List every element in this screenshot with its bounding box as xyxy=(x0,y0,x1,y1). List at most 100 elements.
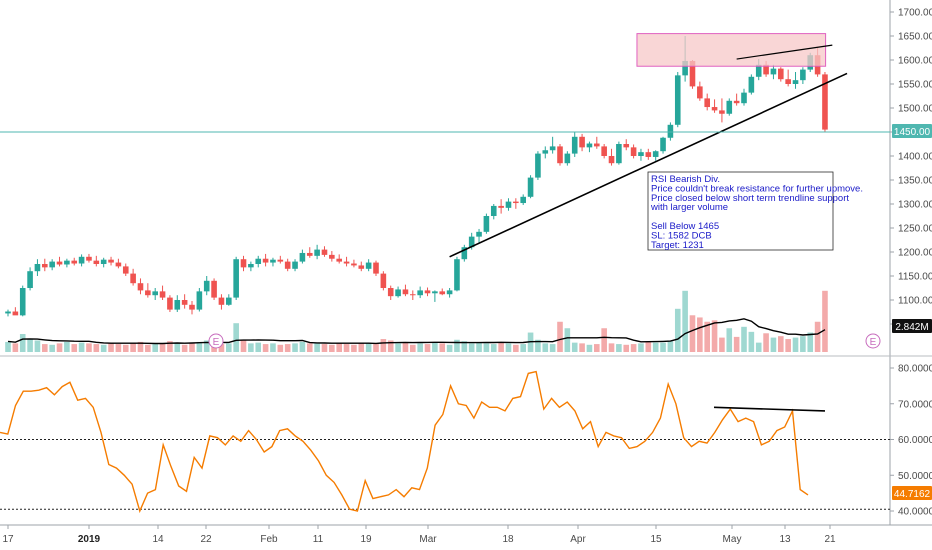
volume-bar xyxy=(571,342,578,352)
resistance-zone[interactable] xyxy=(636,33,827,67)
candle-body xyxy=(697,86,703,99)
candle-body xyxy=(336,258,342,262)
annotation-line: Price couldn't break resistance for furt… xyxy=(651,183,863,194)
volume-bar xyxy=(417,343,423,352)
x-tick-label: 22 xyxy=(200,534,212,545)
volume-bar xyxy=(395,343,401,352)
x-tick-label: Apr xyxy=(570,534,586,545)
volume-bar xyxy=(336,343,342,352)
volume-bar xyxy=(608,343,615,352)
x-tick-label: 11 xyxy=(313,534,324,545)
candle-body xyxy=(527,177,534,197)
candle-body xyxy=(630,147,637,156)
volume-bar xyxy=(520,344,526,352)
volume-bar xyxy=(778,336,784,352)
x-tick-label: 2019 xyxy=(78,534,101,545)
volume-bar xyxy=(12,343,19,352)
candle-body xyxy=(476,231,482,237)
volume-bar xyxy=(461,341,468,352)
price-tick-label: 1200.00 xyxy=(898,248,932,259)
support-trendline[interactable] xyxy=(449,72,848,258)
annotation-line: Target: 1231 xyxy=(651,240,704,251)
volume-bar xyxy=(689,315,696,352)
annotation-line: with larger volume xyxy=(650,202,728,213)
volume-bar xyxy=(64,341,70,352)
candle-body xyxy=(520,196,526,204)
price-line-label: 1450.00 xyxy=(894,127,931,138)
price-last-tag: 1450.00 xyxy=(892,124,932,138)
candle-body xyxy=(660,137,666,152)
volume-bar xyxy=(255,342,262,352)
annotation-box[interactable]: RSI Bearish Div.Price couldn't break res… xyxy=(647,171,863,251)
candle-body xyxy=(64,260,70,265)
candle-body xyxy=(277,259,284,262)
rsi-tick-label: 50.0000 xyxy=(898,471,932,482)
annotation-line: Price closed below short term trendline … xyxy=(651,193,849,204)
candle-body xyxy=(535,153,541,178)
volume-bar xyxy=(226,343,232,352)
rsi-divergence-line[interactable] xyxy=(713,406,826,412)
volume-bar xyxy=(137,341,144,352)
candle-body xyxy=(351,263,357,266)
candle-body xyxy=(321,249,328,255)
volume-bar xyxy=(19,334,26,352)
volume-bar xyxy=(424,344,431,352)
x-tick-label: Mar xyxy=(419,534,437,545)
candle-body xyxy=(733,100,740,104)
candle-body xyxy=(770,68,777,75)
candle-body xyxy=(800,69,806,81)
volume-bar xyxy=(240,339,247,352)
volume-bar xyxy=(542,343,549,352)
volume-bar xyxy=(468,343,475,352)
volume-bar xyxy=(785,339,791,352)
volume-bar xyxy=(711,320,718,352)
volume-bar xyxy=(277,344,284,352)
earnings-marker[interactable]: E xyxy=(865,333,881,349)
resistance-trendline[interactable] xyxy=(736,44,833,60)
volume-bar xyxy=(358,343,365,352)
volume-bar xyxy=(741,326,747,352)
volume-bar xyxy=(549,344,556,352)
volume-bar xyxy=(814,321,821,352)
candle-body xyxy=(137,283,144,291)
candle-body xyxy=(365,262,372,269)
volume-bar xyxy=(446,344,453,352)
volume-bar xyxy=(373,344,379,352)
x-tick-label: Feb xyxy=(260,534,278,545)
volume-bar xyxy=(284,344,291,352)
volume-bar xyxy=(402,342,409,352)
candle-body xyxy=(78,256,85,264)
candle-body xyxy=(719,110,725,114)
annotation-line: RSI Bearish Div. xyxy=(651,174,720,185)
candle-body xyxy=(292,261,298,269)
volume-label: 2.842M xyxy=(895,322,928,333)
earnings-marker-label: E xyxy=(870,337,877,348)
price-tick-label: 1250.00 xyxy=(898,224,932,235)
candle-body xyxy=(86,256,92,261)
volume-label-tag: 2.842M xyxy=(892,319,932,333)
volume-bar xyxy=(329,344,335,352)
candle-body xyxy=(145,290,151,296)
candle-body xyxy=(704,98,710,108)
volume-bar xyxy=(652,342,659,352)
candle-body xyxy=(262,258,269,263)
price-drawings xyxy=(449,33,848,258)
volume-bar xyxy=(49,344,55,352)
rsi-line xyxy=(0,370,809,514)
volume-bar xyxy=(748,331,755,352)
volume-bar xyxy=(56,343,63,352)
rsi-last-tag: 44.7162 xyxy=(892,486,932,500)
volume-bar xyxy=(410,344,416,352)
candle-body xyxy=(49,261,55,268)
volume-bar xyxy=(306,343,313,352)
candle-body xyxy=(498,205,504,208)
candle-body xyxy=(571,136,578,154)
candle-body xyxy=(27,271,33,288)
candle-body xyxy=(373,262,379,274)
earnings-marker[interactable]: E xyxy=(208,333,224,349)
volume-bar xyxy=(483,343,490,352)
candle-body xyxy=(122,266,129,274)
volume-bar xyxy=(733,336,740,352)
